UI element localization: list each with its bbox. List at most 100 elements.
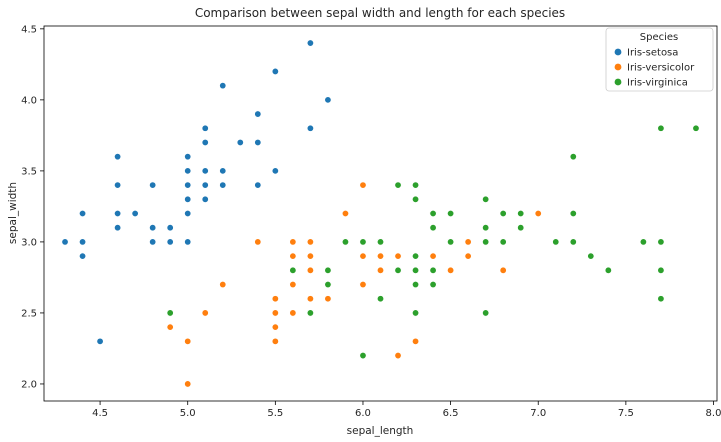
data-point	[499, 266, 507, 274]
data-point	[219, 82, 227, 90]
data-point	[429, 224, 437, 232]
data-point	[657, 295, 665, 303]
legend-entry-label: Iris-virginica	[627, 78, 688, 89]
data-point	[131, 210, 139, 218]
x-tick-label: 7.5	[618, 408, 634, 419]
data-point	[166, 224, 174, 232]
y-axis-label: sepal_width	[7, 182, 19, 244]
y-tick-label: 3.0	[21, 237, 37, 248]
data-point	[499, 238, 507, 246]
y-tick-label: 3.5	[21, 166, 37, 177]
data-point	[394, 181, 402, 189]
x-tick-label: 8.0	[706, 408, 721, 419]
legend-marker	[614, 63, 622, 71]
series-iris-setosa	[61, 39, 332, 345]
data-point	[359, 181, 367, 189]
series-iris-virginica	[166, 124, 700, 360]
legend-title: Species	[640, 32, 679, 43]
data-point	[201, 309, 209, 317]
data-point	[166, 238, 174, 246]
x-tick-label: 6.0	[355, 408, 371, 419]
data-point	[254, 138, 262, 146]
data-point	[447, 210, 455, 218]
data-point	[306, 309, 314, 317]
data-point	[254, 238, 262, 246]
data-point	[114, 224, 122, 232]
y-tick-label: 4.0	[21, 95, 37, 106]
data-point	[201, 124, 209, 132]
data-point	[412, 181, 420, 189]
data-point	[184, 210, 192, 218]
data-point	[289, 266, 297, 274]
data-point	[114, 181, 122, 189]
x-tick-label: 5.0	[180, 408, 196, 419]
data-point	[184, 195, 192, 203]
data-point	[341, 238, 349, 246]
data-point	[306, 252, 314, 260]
data-point	[412, 266, 420, 274]
data-point	[166, 309, 174, 317]
data-point	[429, 266, 437, 274]
y-axis-ticks: 2.0 2.5 3.0 3.5 4.0 4.5	[21, 24, 44, 390]
data-point	[114, 210, 122, 218]
legend-marker	[614, 48, 622, 56]
data-point	[376, 295, 384, 303]
data-point	[184, 337, 192, 345]
data-point	[359, 238, 367, 246]
data-point	[271, 67, 279, 75]
data-point	[657, 266, 665, 274]
x-tick-label: 5.5	[267, 408, 283, 419]
data-point	[482, 195, 490, 203]
data-point	[271, 167, 279, 175]
data-point	[201, 181, 209, 189]
x-tick-label: 6.5	[443, 408, 459, 419]
data-point	[184, 238, 192, 246]
data-point	[236, 138, 244, 146]
data-point	[184, 167, 192, 175]
data-point	[306, 124, 314, 132]
data-point	[394, 266, 402, 274]
data-point	[114, 153, 122, 161]
data-point	[464, 238, 472, 246]
data-point	[692, 124, 700, 132]
data-point	[79, 252, 87, 260]
data-point	[359, 281, 367, 289]
data-point	[517, 210, 525, 218]
x-tick-label: 7.0	[530, 408, 546, 419]
data-point	[79, 238, 87, 246]
data-point	[306, 295, 314, 303]
data-point	[359, 352, 367, 360]
data-point	[79, 210, 87, 218]
legend-marker	[614, 78, 622, 86]
data-point	[306, 39, 314, 47]
data-point	[149, 224, 157, 232]
data-point	[61, 238, 69, 246]
data-point	[324, 266, 332, 274]
data-point	[482, 309, 490, 317]
data-point	[324, 96, 332, 104]
data-point	[569, 153, 577, 161]
data-points	[61, 39, 700, 388]
data-point	[289, 238, 297, 246]
data-point	[569, 210, 577, 218]
data-point	[587, 252, 595, 260]
data-point	[184, 380, 192, 388]
data-point	[166, 323, 174, 331]
data-point	[447, 238, 455, 246]
data-point	[254, 110, 262, 118]
data-point	[429, 281, 437, 289]
data-point	[394, 252, 402, 260]
data-point	[412, 252, 420, 260]
data-point	[464, 252, 472, 260]
data-point	[429, 210, 437, 218]
data-point	[254, 181, 262, 189]
data-point	[552, 238, 560, 246]
data-point	[149, 238, 157, 246]
data-point	[657, 124, 665, 132]
y-tick-label: 2.5	[21, 308, 37, 319]
data-point	[201, 167, 209, 175]
data-point	[201, 138, 209, 146]
data-point	[657, 238, 665, 246]
data-point	[376, 238, 384, 246]
